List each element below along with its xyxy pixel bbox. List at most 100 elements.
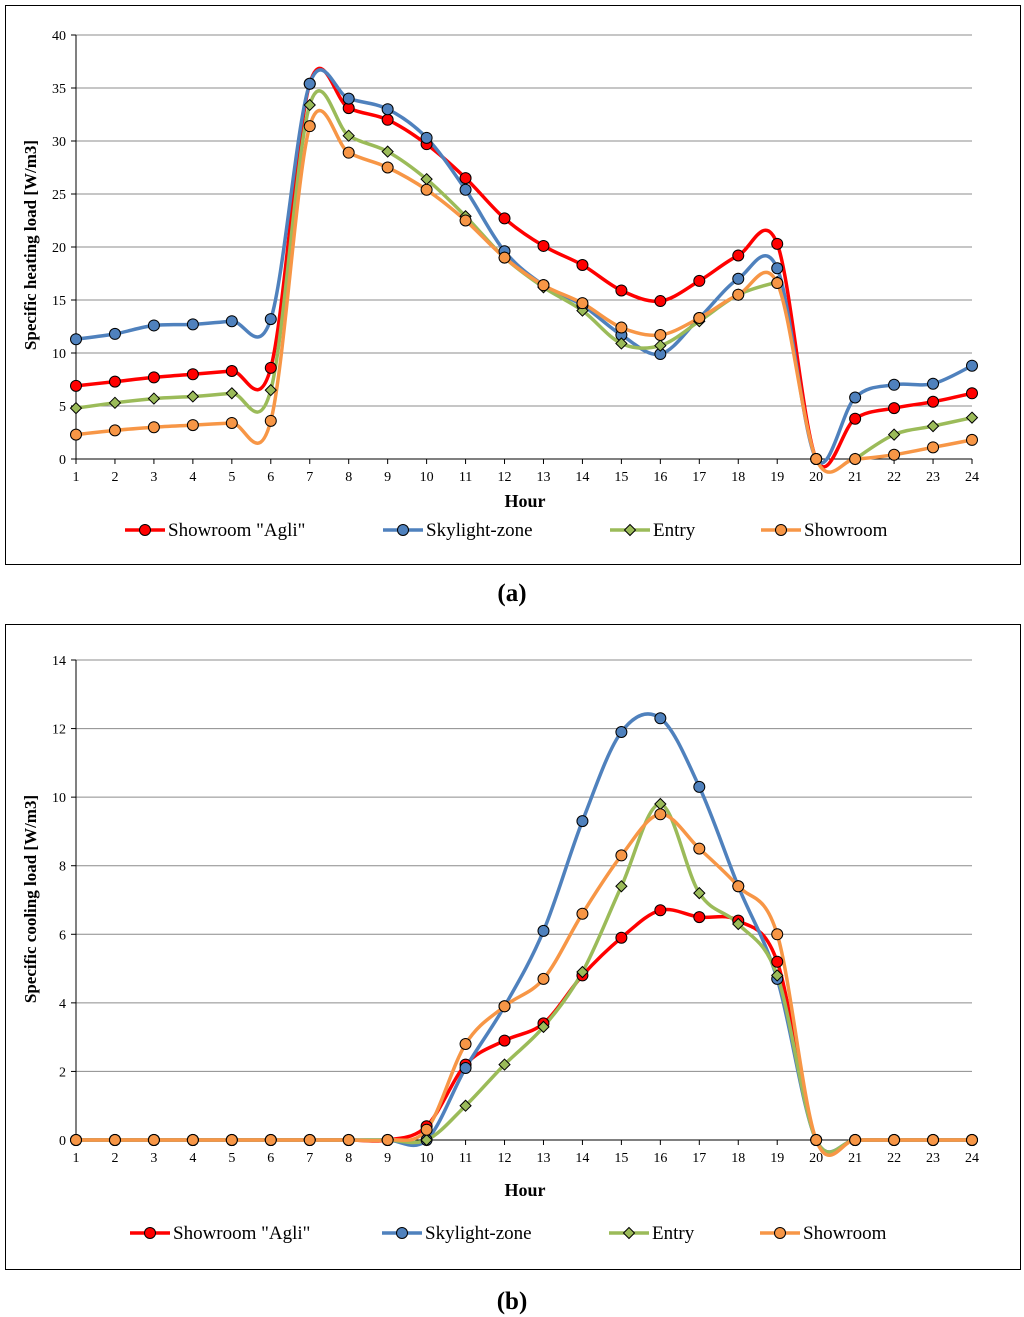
x-tick-label: 21 [848,470,862,485]
x-tick-labels: 1 2 3 4 5 6 7 8 9 10 11 12 13 14 15 16 17 18 19 20 21 22 23 24 [73,470,980,485]
data-point [381,145,394,158]
data-point [498,1000,511,1013]
x-tick-label: 10 [420,1151,434,1166]
x-tick-label: 8 [345,470,352,485]
legend-item: Entry [609,1223,695,1244]
x-tick-label: 17 [692,470,706,485]
x-tick-label: 21 [848,1151,862,1166]
data-point [771,237,784,250]
data-point [459,1062,472,1074]
y-tick-label: 0 [59,1134,66,1149]
x-tick-label: 7 [306,1151,313,1166]
x-tick-label: 22 [887,1151,901,1166]
legend-label: Showroom [803,1223,887,1244]
x-tick-label: 20 [809,1151,823,1166]
y-tick-label: 6 [59,928,66,943]
data-point [537,1020,550,1034]
x-tick-label: 15 [614,1151,628,1166]
x-tick-label: 16 [653,470,667,485]
x-tick-label: 6 [267,1151,274,1166]
data-point [927,395,940,408]
x-tick-label: 1 [73,470,80,485]
data-point [927,1134,940,1146]
data-point [576,815,589,828]
data-point [576,965,589,979]
data-point [576,259,589,272]
data-point [927,441,940,454]
y-tick-label: 35 [52,82,66,97]
data-point [381,113,394,126]
data-point [498,1058,511,1071]
legend-item: Skylight-zone [383,520,533,541]
y-tick-label: 0 [59,453,66,468]
legend-label: Showroom [804,520,888,541]
x-tick-label: 9 [384,1151,391,1166]
data-point [459,172,472,185]
data-point [147,371,160,384]
data-point [108,424,121,437]
y-tick-label: 30 [52,135,66,150]
y-tick-label: 25 [52,188,66,203]
y-tick-label: 5 [59,400,66,415]
data-point [225,416,238,429]
data-point [888,378,901,391]
data-point [108,396,122,410]
x-tick-label: 6 [267,470,274,485]
data-point [70,379,82,392]
grid-lines [76,34,972,407]
data-point [732,880,745,893]
data-point [654,808,667,821]
x-tick-label: 7 [306,470,313,485]
data-point [225,315,238,328]
data-point [810,453,823,465]
data-point [186,390,200,403]
data-point [849,1134,862,1146]
data-point [693,312,706,325]
data-point [381,161,394,174]
data-point [576,907,589,920]
data-point [303,98,316,112]
data-point [70,333,82,346]
data-point [264,313,277,326]
x-tick-label: 20 [809,470,823,485]
chart-frame [5,5,1021,565]
data-point [576,297,589,310]
data-point [420,131,433,144]
data-point [498,1034,511,1047]
x-tick-label: 10 [420,470,434,485]
x-tick-label: 5 [228,470,235,485]
data-point [108,1134,121,1146]
data-point [888,1134,901,1146]
data-point [69,401,83,415]
data-point [498,212,511,225]
data-point [615,726,628,738]
legend-swatch-marker [396,1227,408,1239]
x-tick-label: 9 [384,470,391,485]
series-line [854,415,973,461]
y-tick-label: 15 [52,294,66,309]
legend-label: Entry [653,520,696,541]
x-tick-label: 24 [965,470,979,485]
data-point [147,1134,160,1146]
data-point [771,277,784,290]
data-point [186,318,199,331]
data-point [147,392,161,405]
legend-label: Entry [652,1223,695,1244]
data-point [732,288,745,301]
data-point [537,972,550,985]
data-point [225,387,239,400]
x-tick-label: 5 [228,1151,235,1166]
data-point [381,103,394,116]
legend-item: Entry [610,520,696,541]
data-point [965,411,979,424]
data-point [498,251,511,264]
x-tick-label: 19 [770,470,784,485]
legend-item: Skylight-zone [382,1223,532,1244]
data-point [420,1133,433,1147]
data-point [771,955,784,968]
data-point [810,1134,823,1146]
data-point [303,77,316,90]
data-point [70,1134,82,1146]
y-tick-label: 20 [52,241,66,256]
